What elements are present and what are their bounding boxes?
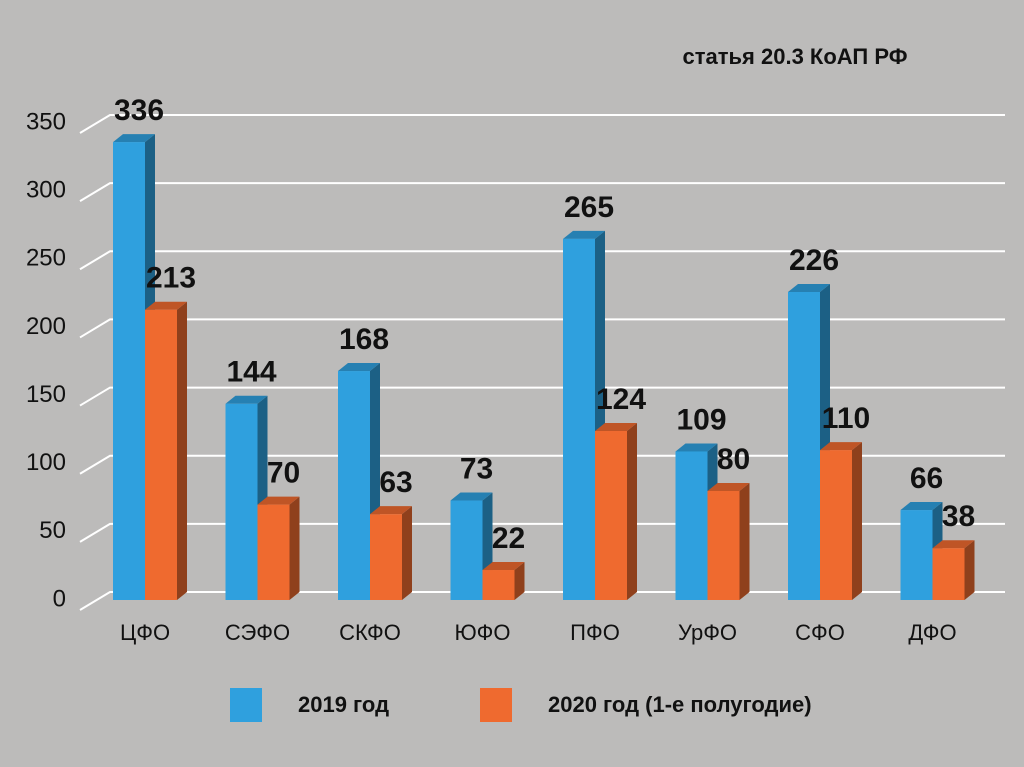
bar-top xyxy=(788,283,830,292)
value-label: 265 xyxy=(564,191,614,224)
bar-side xyxy=(402,506,412,600)
legend-swatch xyxy=(480,688,512,722)
bar-top xyxy=(257,496,300,505)
bar-side xyxy=(177,301,187,600)
y-tick-label: 50 xyxy=(39,517,66,544)
bar-side xyxy=(852,442,862,600)
bar xyxy=(563,238,595,601)
value-label: 70 xyxy=(267,457,300,490)
y-tick-label: 300 xyxy=(26,176,66,203)
bar xyxy=(450,500,483,600)
bar xyxy=(257,504,290,600)
bar xyxy=(707,490,740,600)
bar-side xyxy=(627,423,637,600)
bar xyxy=(225,403,258,600)
bar-top xyxy=(563,230,605,239)
chart-title: статья 20.3 КоАП РФ xyxy=(683,44,908,69)
bar-side xyxy=(514,562,525,600)
value-label: 109 xyxy=(676,403,726,436)
value-label: 80 xyxy=(717,443,750,476)
grid-line xyxy=(79,386,1005,407)
y-tick-label: 100 xyxy=(26,449,66,476)
grid-line xyxy=(79,182,1005,203)
bar-side xyxy=(739,482,750,600)
bar xyxy=(338,371,370,600)
bar-top xyxy=(820,442,862,451)
bar xyxy=(900,510,933,600)
bar-side xyxy=(289,496,300,600)
bar xyxy=(113,142,145,600)
x-tick-label: СЭФО xyxy=(225,620,290,645)
grid-line xyxy=(79,114,1005,134)
grid-line xyxy=(79,318,1005,339)
bar-top xyxy=(338,363,380,372)
bar-top xyxy=(482,562,525,571)
x-tick-label: ПФО xyxy=(570,620,620,645)
value-label: 213 xyxy=(146,262,196,295)
bar-top xyxy=(225,395,268,404)
value-label: 144 xyxy=(226,356,276,389)
bar xyxy=(932,548,965,600)
bar xyxy=(370,514,402,600)
bar xyxy=(820,450,852,600)
bar-top xyxy=(450,492,493,501)
value-label: 22 xyxy=(492,522,525,555)
bar-top xyxy=(370,506,412,515)
legend-label: 2020 год (1-е полугодие) xyxy=(548,692,812,717)
y-tick-label: 250 xyxy=(26,245,66,272)
value-label: 38 xyxy=(942,500,975,533)
bar-top xyxy=(900,502,943,511)
value-label: 226 xyxy=(789,244,839,277)
bar-top xyxy=(675,443,718,452)
x-tick-label: СКФО xyxy=(339,620,401,645)
y-tick-label: 200 xyxy=(26,313,66,340)
x-tick-label: СФО xyxy=(795,620,845,645)
y-tick-label: 0 xyxy=(53,585,66,612)
value-label: 110 xyxy=(822,402,870,435)
value-label: 336 xyxy=(114,94,164,127)
legend-swatch xyxy=(230,688,262,722)
bar-top xyxy=(707,482,750,491)
value-label: 73 xyxy=(460,452,493,485)
value-label: 124 xyxy=(596,383,646,416)
bar-top xyxy=(595,423,637,432)
x-tick-label: ЦФО xyxy=(120,620,170,645)
bar-top xyxy=(932,540,975,549)
y-tick-label: 150 xyxy=(26,381,66,408)
value-label: 66 xyxy=(910,462,943,495)
grid-line xyxy=(79,250,1005,271)
x-tick-label: УрФО xyxy=(678,620,737,645)
bar xyxy=(788,291,820,600)
value-label: 63 xyxy=(379,466,412,499)
bar-top xyxy=(113,134,155,143)
bar-side xyxy=(964,540,975,600)
x-tick-label: ЮФО xyxy=(454,620,510,645)
bar xyxy=(145,309,177,600)
bar xyxy=(675,451,708,600)
bar xyxy=(595,431,627,600)
bar xyxy=(482,570,515,600)
x-tick-label: ДФО xyxy=(908,620,956,645)
bar-top xyxy=(145,301,187,310)
legend-label: 2019 год xyxy=(298,692,389,717)
y-tick-label: 350 xyxy=(26,108,66,135)
value-label: 168 xyxy=(339,323,389,356)
